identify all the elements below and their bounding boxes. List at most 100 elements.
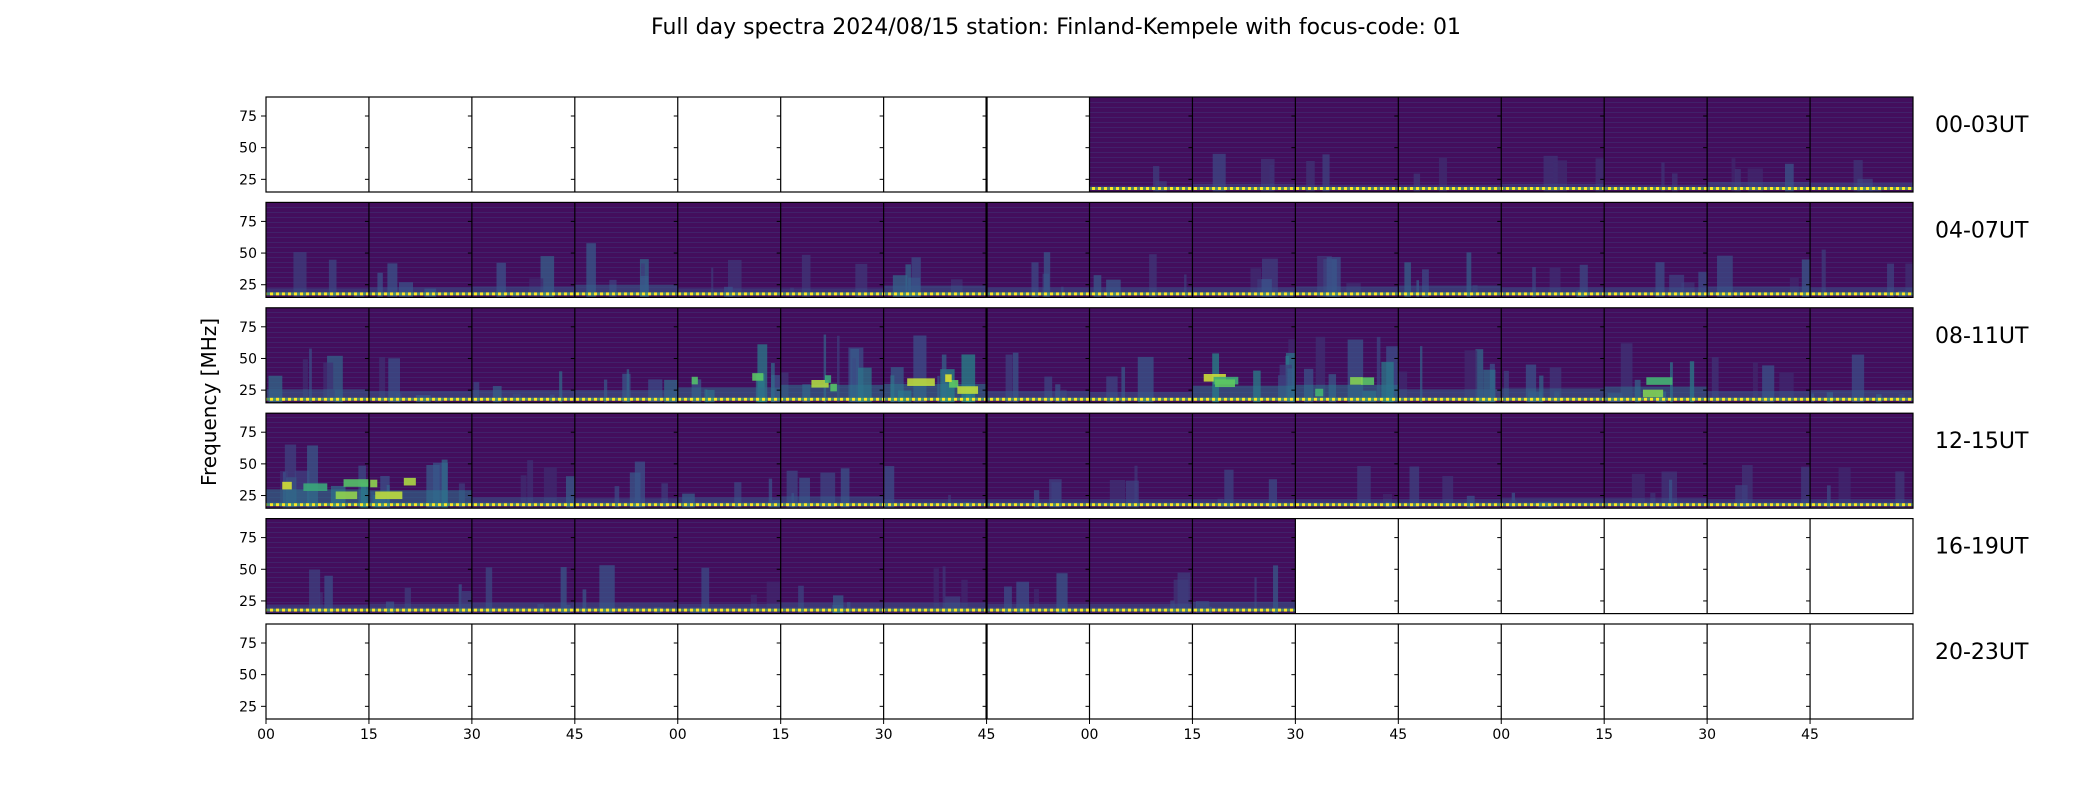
spectrum-panel [368, 413, 472, 509]
chart-title: Full day spectra 2024/08/15 station: Fin… [651, 15, 1461, 40]
spectrum-panel [1089, 307, 1193, 403]
spectrum-panel [1501, 202, 1605, 298]
spectrum-panel [368, 624, 472, 719]
y-tick-label: 75 [239, 109, 257, 125]
spectrum-panel [677, 307, 781, 403]
spectrum-panel [1810, 202, 1913, 298]
x-axis: 00 15 30 45 00 15 30 45 00 15 30 45 00 15 30 45 [257, 719, 1819, 743]
y-tick-label: 50 [239, 246, 257, 262]
y-tick-label: 25 [239, 489, 257, 505]
spectrum-panel [780, 307, 884, 403]
spectrum-panel [1089, 97, 1193, 192]
spectrum-panel [1398, 97, 1502, 192]
row-label: 00-03UT [1935, 113, 2029, 138]
row-frame [265, 307, 1914, 404]
spectrum-panel [1398, 202, 1502, 298]
spectrum-panel [1501, 97, 1605, 192]
spectra-row: 75 50 25 04-07UT [239, 201, 2029, 298]
spectrum-panel [266, 202, 369, 298]
y-tick-label: 75 [239, 636, 257, 652]
row-label: 16-19UT [1935, 535, 2029, 560]
spectrum-panel [266, 624, 369, 719]
spectrum-panel [1604, 97, 1708, 192]
row-frame [265, 96, 1914, 193]
spectrum-panel [266, 518, 369, 614]
spectrum-panel [677, 97, 781, 192]
spectra-rows: 75502500-03UT75502504-07UT75502508-11UT7… [239, 96, 2029, 720]
spectrum-panel [883, 202, 987, 298]
spectrum-panel [1295, 307, 1399, 403]
x-tick-label: 45 [566, 727, 584, 743]
spectrum-panel [368, 518, 476, 614]
x-tick-label: 45 [978, 727, 996, 743]
spectrum-panel [471, 97, 575, 192]
x-tick-label: 45 [1801, 727, 1819, 743]
spectrum-panel [1089, 202, 1193, 298]
spectrum-panel [1398, 307, 1502, 403]
x-tick-label: 15 [360, 727, 378, 743]
spectrum-panel [1501, 307, 1605, 403]
spectrum-panel [883, 307, 987, 403]
row-frame [265, 201, 1914, 298]
spectrum-panel [1707, 97, 1811, 192]
spectrum-panel [574, 624, 678, 719]
x-tick-label: 00 [669, 727, 687, 743]
spectra-row: 75 50 25 20-23UT [239, 623, 2029, 720]
spectrum-panel [471, 202, 575, 298]
spectrum-panel [368, 307, 472, 403]
x-tick-label: 30 [1286, 727, 1304, 743]
spectrum-panel [1810, 413, 1913, 509]
y-tick-label: 25 [239, 383, 257, 399]
y-tick-label: 75 [239, 425, 257, 441]
spectrum-panel [1089, 518, 1193, 614]
spectrum-panel [1604, 307, 1708, 403]
y-tick-label: 25 [239, 278, 257, 294]
x-tick-label: 00 [257, 727, 275, 743]
x-tick-label: 00 [1492, 727, 1510, 743]
spectrum-panel [1707, 413, 1817, 509]
spectra-row: 75 50 25 12-15UT [239, 412, 2029, 509]
spectrum-panel [780, 97, 884, 192]
x-tick-label: 30 [1698, 727, 1716, 743]
y-tick-label: 25 [239, 594, 257, 610]
y-axis-label: Frequency [MHz] [197, 318, 221, 486]
x-tick-label: 15 [1595, 727, 1613, 743]
spectrum-panel [574, 413, 678, 509]
row-label: 20-23UT [1935, 640, 2029, 665]
spectrum-panel [1501, 413, 1605, 509]
spectrum-panel [574, 97, 678, 192]
spectrum-panel [780, 624, 884, 719]
spectrum-panel [368, 202, 472, 298]
spectra-row: 75 50 25 16-19UT [239, 517, 2029, 615]
spectrum-panel [1604, 518, 1708, 614]
spectrum-panel [986, 97, 1090, 192]
spectrum-panel [1707, 202, 1815, 298]
x-tick-label: 15 [1184, 727, 1202, 743]
spectrum-panel [1604, 202, 1710, 298]
y-tick-label: 25 [239, 699, 257, 715]
spectrum-panel [1192, 97, 1296, 192]
x-tick-label: 15 [772, 727, 790, 743]
row-frame [265, 517, 1914, 615]
y-tick-label: 50 [239, 668, 257, 684]
spectra-row: 75 50 25 00-03UT [239, 96, 2029, 193]
spectrum-panel [1295, 518, 1399, 614]
y-tick-label: 50 [239, 562, 257, 578]
spectrum-panel [677, 413, 782, 509]
y-tick-label: 75 [239, 531, 257, 547]
spectrum-panel [266, 413, 369, 509]
spectrum-panel [883, 624, 987, 719]
spectrum-panel [1501, 518, 1605, 614]
spectrum-panel [1810, 307, 1913, 403]
spectrum-panel [1810, 97, 1913, 192]
x-tick-label: 00 [1081, 727, 1099, 743]
spectrum-panel [574, 202, 678, 298]
spectrum-panel [780, 518, 884, 614]
spectrum-panel [780, 202, 884, 298]
spectrum-panel [1192, 413, 1296, 509]
spectrum-panel [1398, 518, 1502, 614]
row-label: 04-07UT [1935, 218, 2029, 243]
spectrum-panel [1295, 202, 1399, 298]
spectrum-panel [1192, 624, 1296, 719]
